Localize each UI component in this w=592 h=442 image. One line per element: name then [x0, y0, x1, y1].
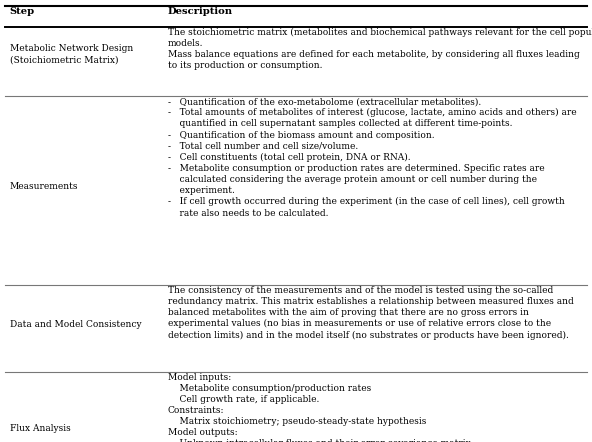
Text: Measurements: Measurements	[9, 182, 78, 191]
Text: Step: Step	[9, 7, 35, 16]
Text: Description: Description	[168, 7, 233, 16]
Text: The stoichiometric matrix (metabolites and biochemical pathways relevant for the: The stoichiometric matrix (metabolites a…	[168, 27, 592, 70]
Text: The consistency of the measurements and of the model is tested using the so-call: The consistency of the measurements and …	[168, 286, 573, 339]
Text: Metabolic Network Design
(Stoichiometric Matrix): Metabolic Network Design (Stoichiometric…	[9, 45, 133, 65]
Text: Model inputs:
    Metabolite consumption/production rates
    Cell growth rate, : Model inputs: Metabolite consumption/pro…	[168, 373, 470, 442]
Text: Data and Model Consistency: Data and Model Consistency	[9, 320, 141, 329]
Text: Flux Analysis: Flux Analysis	[9, 423, 70, 433]
Text: -   Quantification of the exo-metabolome (extracellular metabolites).
-   Total : - Quantification of the exo-metabolome (…	[168, 97, 576, 217]
